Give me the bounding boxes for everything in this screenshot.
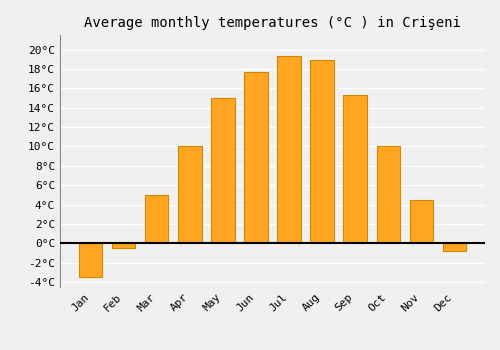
Bar xyxy=(410,200,432,243)
Bar xyxy=(442,243,466,251)
Bar xyxy=(146,195,169,243)
Bar xyxy=(310,60,334,243)
Bar xyxy=(344,95,366,243)
Bar xyxy=(80,243,102,277)
Bar xyxy=(178,146,202,243)
Bar xyxy=(244,72,268,243)
Bar xyxy=(212,98,234,243)
Bar xyxy=(376,146,400,243)
Bar xyxy=(278,56,300,243)
Title: Average monthly temperatures (°C ) in Crişeni: Average monthly temperatures (°C ) in Cr… xyxy=(84,16,461,30)
Bar xyxy=(112,243,136,248)
